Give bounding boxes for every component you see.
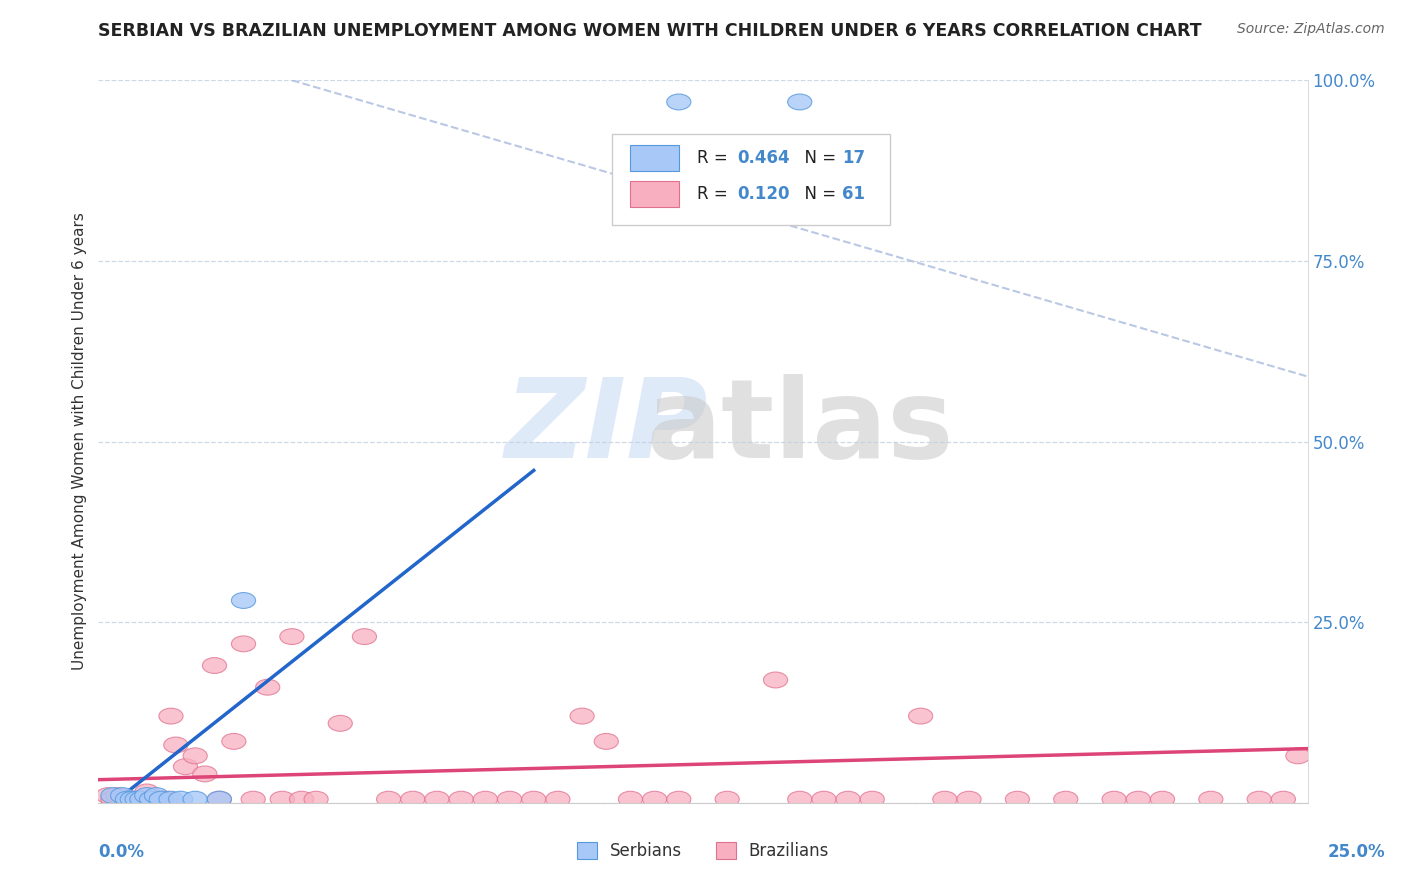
Ellipse shape (1053, 791, 1078, 807)
Ellipse shape (304, 791, 328, 807)
Ellipse shape (207, 791, 232, 807)
Ellipse shape (202, 657, 226, 673)
Ellipse shape (1199, 791, 1223, 807)
Text: 17: 17 (842, 149, 865, 167)
Ellipse shape (256, 679, 280, 695)
Ellipse shape (135, 784, 159, 800)
Text: atlas: atlas (645, 374, 953, 481)
Ellipse shape (328, 715, 353, 731)
Ellipse shape (222, 733, 246, 749)
Ellipse shape (787, 94, 811, 110)
Ellipse shape (232, 592, 256, 608)
Ellipse shape (145, 788, 169, 804)
Ellipse shape (240, 791, 266, 807)
Text: 0.120: 0.120 (737, 185, 789, 202)
Ellipse shape (449, 791, 474, 807)
Ellipse shape (101, 791, 125, 807)
Ellipse shape (101, 788, 125, 804)
Ellipse shape (115, 791, 139, 807)
Ellipse shape (111, 791, 135, 807)
Text: 0.464: 0.464 (737, 149, 790, 167)
Ellipse shape (290, 791, 314, 807)
Ellipse shape (1247, 791, 1271, 807)
Ellipse shape (474, 791, 498, 807)
Legend: Serbians, Brazilians: Serbians, Brazilians (569, 835, 837, 867)
Ellipse shape (163, 737, 188, 753)
Ellipse shape (932, 791, 957, 807)
Ellipse shape (280, 629, 304, 645)
Ellipse shape (1126, 791, 1150, 807)
Text: 61: 61 (842, 185, 865, 202)
Ellipse shape (125, 791, 149, 807)
Text: Source: ZipAtlas.com: Source: ZipAtlas.com (1237, 22, 1385, 37)
FancyBboxPatch shape (613, 135, 890, 225)
Ellipse shape (522, 791, 546, 807)
Ellipse shape (105, 788, 129, 804)
Text: N =: N = (793, 185, 841, 202)
Ellipse shape (643, 791, 666, 807)
Ellipse shape (763, 672, 787, 688)
Ellipse shape (120, 791, 145, 807)
Ellipse shape (1102, 791, 1126, 807)
Ellipse shape (183, 791, 207, 807)
Ellipse shape (183, 747, 207, 764)
Ellipse shape (159, 791, 183, 807)
Ellipse shape (811, 791, 837, 807)
Ellipse shape (149, 791, 173, 807)
Ellipse shape (193, 766, 217, 782)
Ellipse shape (232, 636, 256, 652)
Ellipse shape (1150, 791, 1174, 807)
Ellipse shape (129, 791, 155, 807)
Ellipse shape (115, 791, 139, 807)
Ellipse shape (155, 791, 179, 807)
Ellipse shape (96, 788, 120, 804)
Text: N =: N = (793, 149, 841, 167)
Ellipse shape (619, 791, 643, 807)
Ellipse shape (135, 788, 159, 804)
Text: 0.0%: 0.0% (98, 843, 145, 861)
Ellipse shape (169, 791, 193, 807)
Ellipse shape (666, 94, 690, 110)
Ellipse shape (787, 791, 811, 807)
Ellipse shape (546, 791, 569, 807)
Ellipse shape (401, 791, 425, 807)
Ellipse shape (908, 708, 932, 724)
Ellipse shape (716, 791, 740, 807)
Ellipse shape (120, 791, 145, 807)
Ellipse shape (595, 733, 619, 749)
Bar (630, 145, 679, 170)
Ellipse shape (270, 791, 294, 807)
Ellipse shape (837, 791, 860, 807)
Ellipse shape (159, 708, 183, 724)
Ellipse shape (173, 759, 198, 774)
Ellipse shape (860, 791, 884, 807)
Ellipse shape (139, 791, 163, 807)
Bar (630, 181, 679, 207)
Ellipse shape (1005, 791, 1029, 807)
Ellipse shape (1271, 791, 1295, 807)
Ellipse shape (425, 791, 449, 807)
Ellipse shape (377, 791, 401, 807)
Ellipse shape (125, 791, 149, 807)
Ellipse shape (498, 791, 522, 807)
Ellipse shape (111, 788, 135, 804)
Y-axis label: Unemployment Among Women with Children Under 6 years: Unemployment Among Women with Children U… (72, 212, 87, 671)
Ellipse shape (139, 791, 163, 807)
Ellipse shape (1286, 747, 1310, 764)
Ellipse shape (149, 791, 173, 807)
Ellipse shape (666, 791, 690, 807)
Text: SERBIAN VS BRAZILIAN UNEMPLOYMENT AMONG WOMEN WITH CHILDREN UNDER 6 YEARS CORREL: SERBIAN VS BRAZILIAN UNEMPLOYMENT AMONG … (98, 22, 1202, 40)
Text: 25.0%: 25.0% (1327, 843, 1385, 861)
Ellipse shape (353, 629, 377, 645)
Text: R =: R = (697, 185, 733, 202)
Ellipse shape (129, 791, 155, 807)
Ellipse shape (207, 791, 232, 807)
Text: ZIP: ZIP (505, 374, 709, 481)
Ellipse shape (957, 791, 981, 807)
Text: R =: R = (697, 149, 733, 167)
Ellipse shape (569, 708, 595, 724)
Ellipse shape (145, 791, 169, 807)
